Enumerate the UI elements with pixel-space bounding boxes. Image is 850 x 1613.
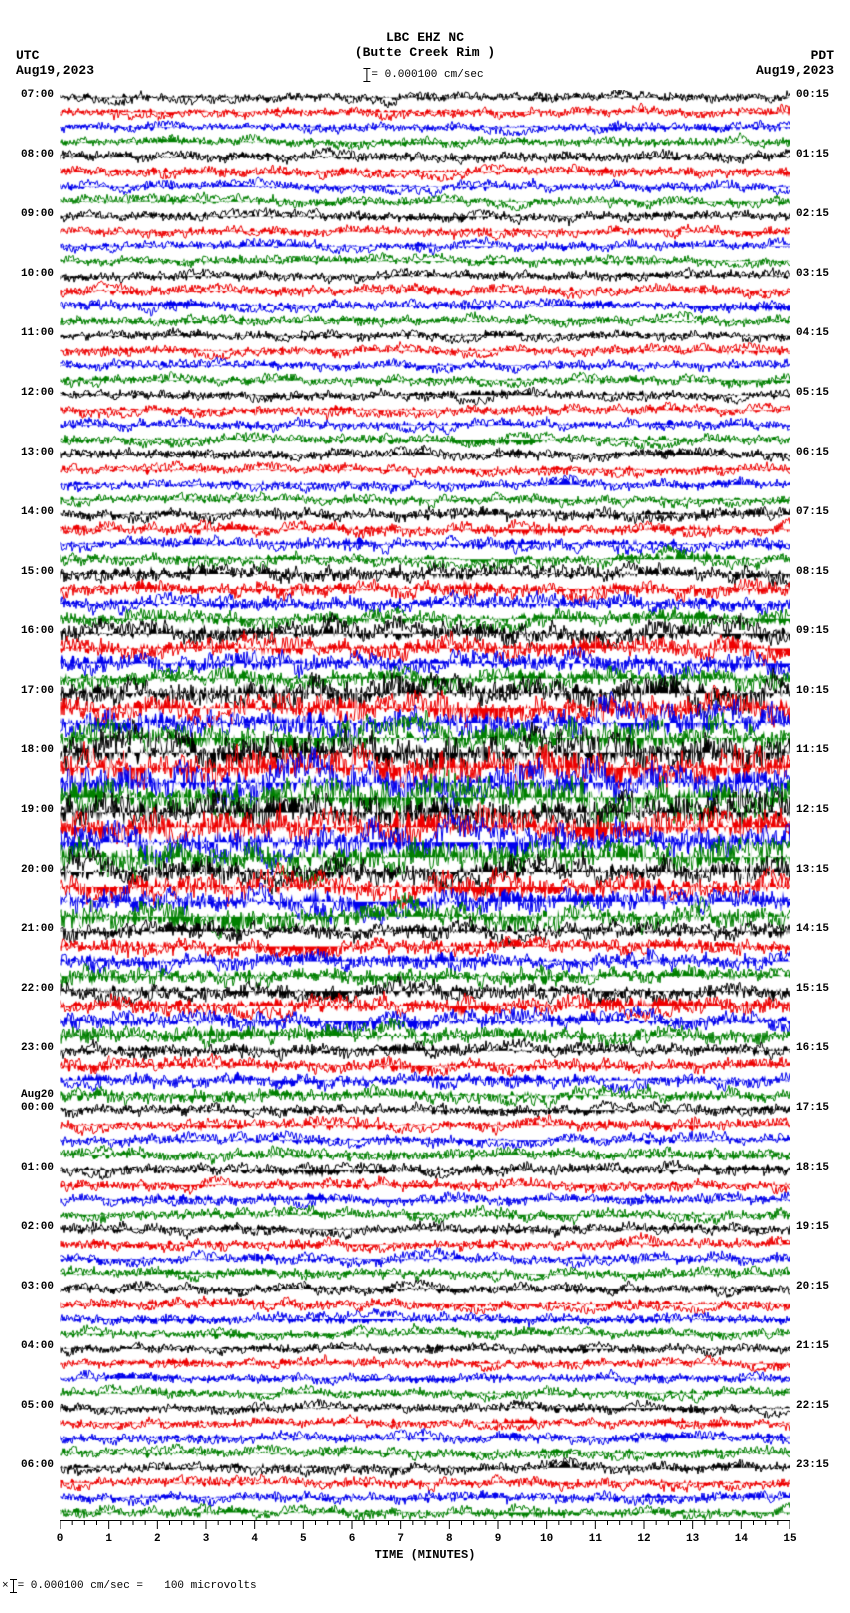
pdt-hour-label: 14:15 [796, 923, 829, 935]
utc-hour-label: 01:00 [21, 1162, 54, 1174]
x-tick-label: 8 [446, 1533, 453, 1545]
pdt-date: Aug19,2023 [756, 63, 834, 78]
pdt-hour-label: 02:15 [796, 208, 829, 220]
x-tick-label: 0 [57, 1533, 64, 1545]
x-tick-label: 10 [540, 1533, 553, 1545]
pdt-hour-label: 15:15 [796, 983, 829, 995]
utc-hour-label: 13:00 [21, 447, 54, 459]
x-tick-label: 13 [686, 1533, 699, 1545]
utc-hour-label: 21:00 [21, 923, 54, 935]
utc-hour-label: 07:00 [21, 89, 54, 101]
x-axis: 0123456789101112131415 TIME (MINUTES) [60, 1520, 790, 1570]
utc-hour-label: 18:00 [21, 744, 54, 756]
x-tick-label: 4 [251, 1533, 258, 1545]
utc-time-axis: 07:00 08:00 09:00 10:00 11:00 12:00 13:00 14:00… [0, 90, 58, 1520]
utc-date: Aug19,2023 [16, 63, 94, 78]
utc-hour-label: 11:00 [21, 327, 54, 339]
utc-hour-label: 04:00 [21, 1340, 54, 1352]
x-axis-label: TIME (MINUTES) [375, 1548, 476, 1562]
pdt-hour-label: 19:15 [796, 1221, 829, 1233]
utc-hour-label: 06:00 [21, 1459, 54, 1471]
x-tick-label: 14 [735, 1533, 748, 1545]
utc-hour-label: 19:00 [21, 804, 54, 816]
seismogram-canvas [60, 90, 790, 1520]
x-tick-label: 9 [495, 1533, 502, 1545]
pdt-hour-label: 11:15 [796, 744, 829, 756]
utc-hour-label: 03:00 [21, 1281, 54, 1293]
x-tick-label: 6 [349, 1533, 356, 1545]
utc-hour-label: 05:00 [21, 1400, 54, 1412]
pdt-hour-label: 20:15 [796, 1281, 829, 1293]
pdt-hour-label: 23:15 [796, 1459, 829, 1471]
utc-hour-label: 23:00 [21, 1042, 54, 1054]
pdt-hour-label: 06:15 [796, 447, 829, 459]
utc-hour-label: 10:00 [21, 268, 54, 280]
x-tick-label: 11 [589, 1533, 602, 1545]
seismogram-plot [60, 90, 790, 1520]
utc-hour-label: 00:00 [21, 1102, 54, 1114]
pdt-hour-label: 12:15 [796, 804, 829, 816]
x-tick-label: 12 [637, 1533, 650, 1545]
pdt-hour-label: 04:15 [796, 327, 829, 339]
pdt-label: PDT [811, 48, 834, 63]
utc-hour-label: 09:00 [21, 208, 54, 220]
utc-hour-label: 14:00 [21, 506, 54, 518]
pdt-hour-label: 09:15 [796, 625, 829, 637]
x-tick-label: 5 [300, 1533, 307, 1545]
utc-hour-label: 17:00 [21, 685, 54, 697]
x-tick-label: 1 [105, 1533, 112, 1545]
utc-hour-label: 20:00 [21, 864, 54, 876]
pdt-hour-label: 08:15 [796, 566, 829, 578]
pdt-hour-label: 01:15 [796, 149, 829, 161]
footer-scale: × = 0.000100 cm/sec = 100 microvolts [2, 1579, 257, 1593]
utc-hour-label: 02:00 [21, 1221, 54, 1233]
footer-prefix: × [2, 1580, 9, 1592]
pdt-hour-label: 13:15 [796, 864, 829, 876]
scale-top-text: = 0.000100 cm/sec [371, 69, 483, 81]
pdt-hour-label: 07:15 [796, 506, 829, 518]
pdt-hour-label: 21:15 [796, 1340, 829, 1352]
x-tick-label: 7 [397, 1533, 404, 1545]
footer-text-left: = 0.000100 cm/sec = [18, 1580, 143, 1592]
pdt-hour-label: 17:15 [796, 1102, 829, 1114]
pdt-hour-label: 05:15 [796, 387, 829, 399]
utc-label: UTC [16, 48, 39, 63]
utc-hour-label: 22:00 [21, 983, 54, 995]
midnight-date-label: Aug20 [21, 1089, 54, 1101]
x-tick-label: 2 [154, 1533, 161, 1545]
x-tick-label: 15 [783, 1533, 796, 1545]
scale-bar-icon [13, 1579, 14, 1593]
footer-text-right: 100 microvolts [164, 1580, 256, 1592]
scale-top: = 0.000100 cm/sec [366, 68, 483, 82]
scale-bar-icon [366, 68, 367, 82]
pdt-hour-label: 16:15 [796, 1042, 829, 1054]
pdt-time-axis: 00:15 01:15 02:15 03:15 04:15 05:15 06:15 07:15… [792, 90, 850, 1520]
utc-hour-label: 12:00 [21, 387, 54, 399]
header: LBC EHZ NC (Butte Creek Rim ) = 0.000100… [0, 30, 850, 80]
x-axis-ticks [60, 1520, 790, 1534]
station-location: (Butte Creek Rim ) [355, 45, 495, 60]
x-tick-label: 3 [203, 1533, 210, 1545]
utc-hour-label: 15:00 [21, 566, 54, 578]
pdt-hour-label: 00:15 [796, 89, 829, 101]
utc-hour-label: 16:00 [21, 625, 54, 637]
pdt-hour-label: 22:15 [796, 1400, 829, 1412]
pdt-hour-label: 10:15 [796, 685, 829, 697]
station-code: LBC EHZ NC [386, 30, 464, 45]
pdt-hour-label: 18:15 [796, 1162, 829, 1174]
pdt-hour-label: 03:15 [796, 268, 829, 280]
utc-hour-label: 08:00 [21, 149, 54, 161]
